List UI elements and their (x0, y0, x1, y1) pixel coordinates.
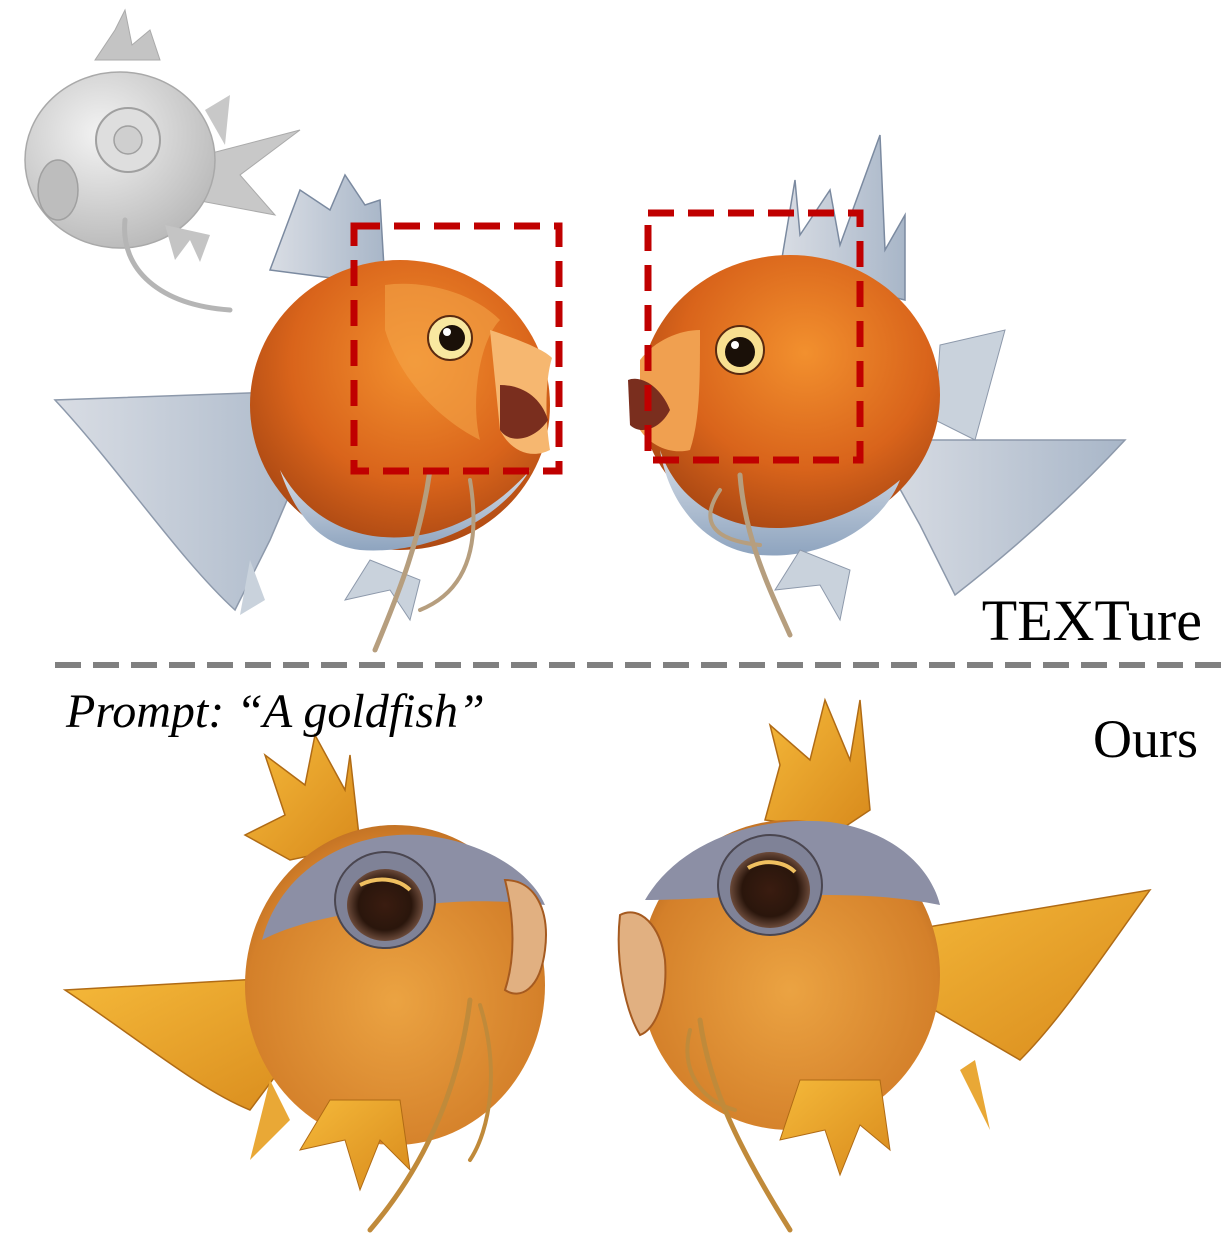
texture-fish-left (628, 134, 1127, 638)
ours-fish-right (62, 732, 547, 1233)
method-label-ours: Ours (1093, 709, 1198, 769)
mesh-preview (24, 8, 301, 313)
method-label-texture: TEXTure (981, 588, 1202, 653)
highlight-box-left (350, 222, 563, 475)
ours-fish-left (617, 697, 1152, 1233)
highlight-box-right (644, 209, 864, 464)
prompt-caption: Prompt: “A goldfish” (66, 685, 485, 738)
texture-fish-right (53, 173, 563, 653)
